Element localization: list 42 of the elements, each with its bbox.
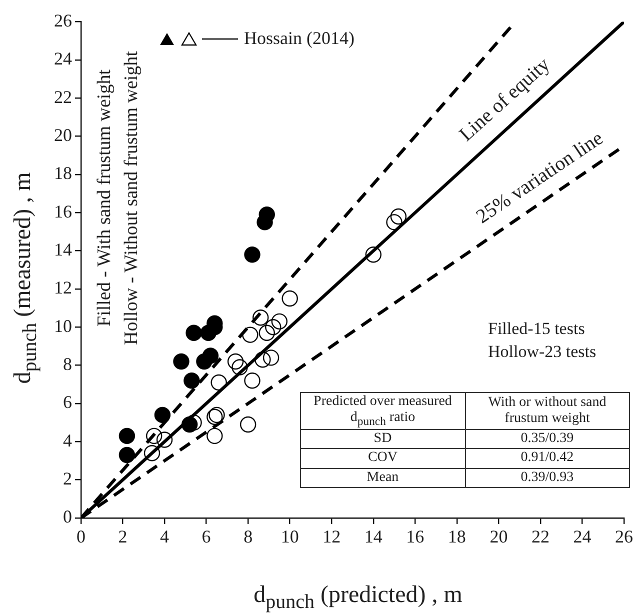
annotation: With or without sand frustum weight	[465, 392, 630, 430]
annotation: Filled - With sand frustum weight	[94, 70, 116, 326]
x-tick-label: 18	[448, 526, 466, 547]
x-tick-label: 26	[615, 526, 633, 547]
x-tick-label: 6	[202, 526, 211, 547]
x-tick-label: 4	[160, 526, 170, 547]
y-tick-label: 22	[54, 86, 72, 107]
x-tick-label: 0	[76, 526, 86, 547]
y-tick-label: 10	[54, 316, 72, 336]
y-tick-label: 6	[63, 392, 72, 412]
y-tick-label: 14	[54, 240, 72, 260]
annotation: 0.91/0.42	[465, 448, 630, 468]
y-tick-label: 12	[54, 278, 72, 298]
x-tick-label: 12	[322, 526, 341, 547]
annotation: Filled-15 tests	[488, 318, 586, 340]
y-tick-label: 18	[54, 163, 72, 184]
annotation: Hollow - Without sand frustum weight	[121, 51, 143, 345]
y-tick-label: 26	[54, 10, 72, 31]
y-tick-label: 4	[63, 430, 72, 450]
x-tick-label: 14	[364, 526, 382, 547]
y-tick-label: 8	[63, 354, 72, 374]
annotation: Mean	[300, 468, 465, 488]
x-tick-label: 20	[490, 526, 508, 547]
annotation: SD	[300, 430, 465, 449]
x-tick-label: 10	[280, 526, 299, 547]
y-tick-label: 0	[63, 506, 72, 527]
x-tick-label: 2	[118, 526, 128, 547]
annotation: Predicted over measured d$_{punch}$ ratio	[300, 392, 465, 430]
annotation: COV	[300, 448, 465, 468]
x-tick-label: 24	[573, 526, 592, 547]
y-tick-label: 16	[54, 201, 72, 222]
y-tick-label: 20	[54, 125, 72, 146]
x-tick-label: 8	[244, 526, 253, 547]
annotation: 0.35/0.39	[465, 430, 630, 449]
x-tick-label: 22	[531, 526, 550, 547]
y-tick-label: 2	[63, 468, 72, 489]
annotation: Hossain (2014)	[244, 28, 354, 49]
annotation: Hollow-23 tests	[488, 340, 596, 363]
y-tick-label: 24	[54, 48, 72, 69]
x-tick-label: 16	[406, 526, 424, 547]
annotation: 0.39/0.93	[465, 468, 630, 488]
x-axis-title: d$_{punch}$ (predicted) , m	[254, 582, 462, 613]
